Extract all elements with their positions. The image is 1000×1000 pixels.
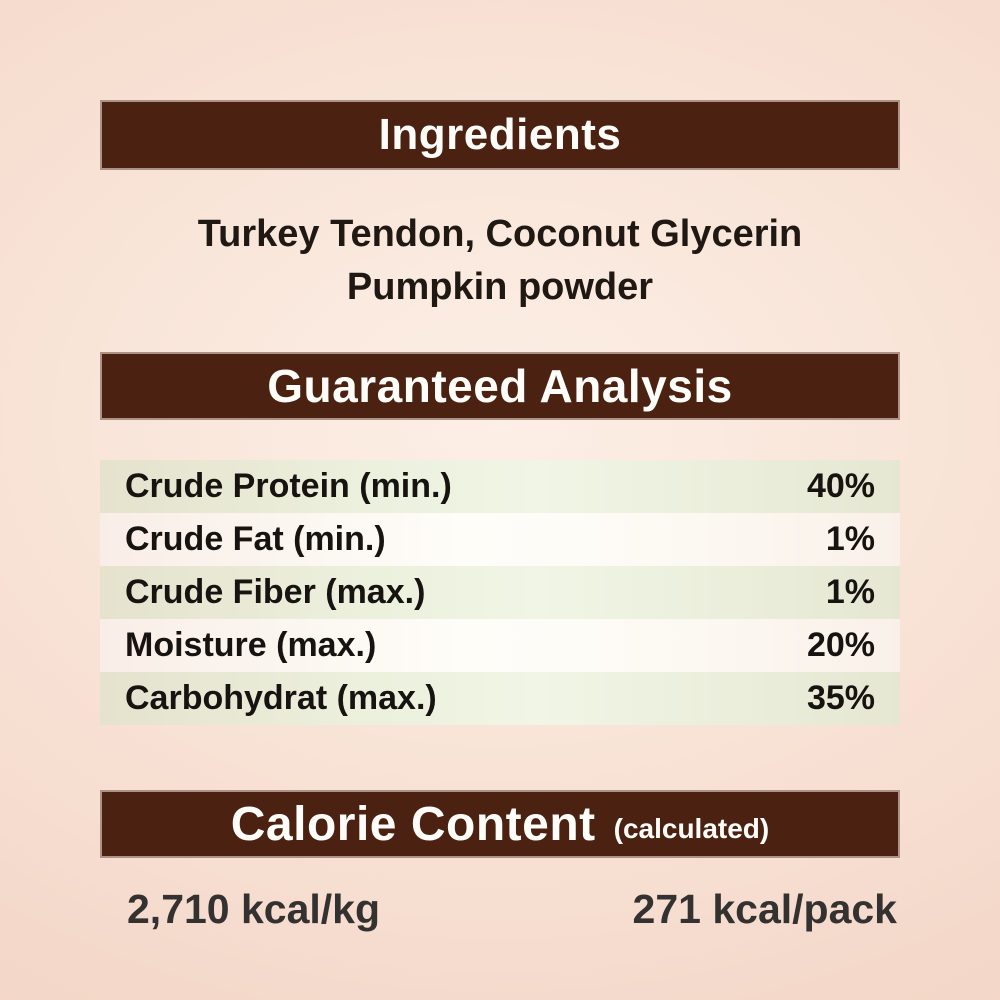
calories-per-pack: 271 kcal/pack [632,886,897,932]
row-value: 1% [825,520,875,558]
ingredients-title: Ingredients [378,110,622,159]
row-label: Crude Fat (min.) [125,520,386,558]
row-label: Moisture (max.) [125,626,377,664]
calorie-content-title: Calorie Content [230,797,596,851]
row-label: Carbohydrat (max.) [125,679,437,717]
calories-per-kg: 2,710 kcal/kg [127,886,381,932]
table-row: Carbohydrat (max.) 35% [100,672,900,725]
row-value: 35% [806,679,875,717]
table-row: Crude Fat (min.) 1% [100,513,900,566]
row-value: 20% [806,626,875,664]
guaranteed-analysis-table: Crude Protein (min.) 40% Crude Fat (min.… [100,460,900,725]
row-label: Crude Protein (min.) [125,467,452,505]
calorie-values-row: 2,710 kcal/kg 271 kcal/pack [100,886,900,933]
calorie-content-subtitle: (calculated) [613,813,770,844]
ingredients-list: Turkey Tendon, Coconut Glycerin Pumpkin … [100,208,900,314]
ingredients-header-bar: Ingredients [100,100,900,170]
ingredients-line-2: Pumpkin powder [346,266,654,308]
row-label: Crude Fiber (max.) [125,573,426,611]
table-row: Moisture (max.) 20% [100,619,900,672]
ingredients-line-1: Turkey Tendon, Coconut Glycerin [197,213,803,255]
table-row: Crude Fiber (max.) 1% [100,566,900,619]
guaranteed-analysis-title: Guaranteed Analysis [267,360,733,412]
table-row: Crude Protein (min.) 40% [100,460,900,513]
calorie-content-header-bar: Calorie Content (calculated) [100,790,900,858]
row-value: 1% [825,573,875,611]
row-value: 40% [806,467,875,505]
guaranteed-analysis-header-bar: Guaranteed Analysis [100,352,900,420]
